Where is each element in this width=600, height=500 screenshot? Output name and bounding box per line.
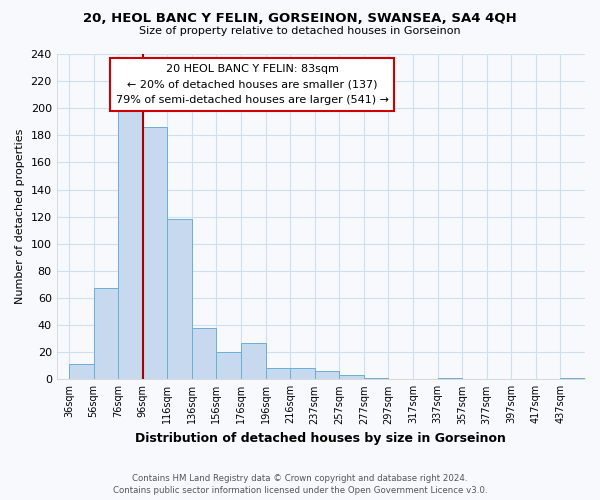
Bar (69, 364, 94, 380)
Text: 20 HEOL BANC Y FELIN: 83sqm
← 20% of detached houses are smaller (137)
79% of se: 20 HEOL BANC Y FELIN: 83sqm ← 20% of det… (116, 64, 389, 105)
Bar (241, 342, 266, 380)
Bar (364, 378, 388, 380)
X-axis label: Distribution of detached houses by size in Gorseinon: Distribution of detached houses by size … (136, 432, 506, 445)
Bar (217, 352, 241, 380)
Bar (437, 378, 462, 380)
Bar (266, 368, 290, 380)
Text: Size of property relative to detached houses in Gorseinon: Size of property relative to detached ho… (139, 26, 461, 36)
Bar (94, 288, 118, 380)
Text: Contains HM Land Registry data © Crown copyright and database right 2024.
Contai: Contains HM Land Registry data © Crown c… (113, 474, 487, 495)
Bar (560, 378, 585, 380)
Bar (167, 220, 192, 380)
Text: 20, HEOL BANC Y FELIN, GORSEINON, SWANSEA, SA4 4QH: 20, HEOL BANC Y FELIN, GORSEINON, SWANSE… (83, 12, 517, 26)
Bar (143, 127, 167, 380)
Y-axis label: Number of detached properties: Number of detached properties (15, 129, 25, 304)
Bar (339, 375, 364, 380)
Bar (314, 371, 339, 380)
Bar (118, 108, 143, 380)
Bar (192, 328, 217, 380)
Bar (290, 368, 314, 380)
